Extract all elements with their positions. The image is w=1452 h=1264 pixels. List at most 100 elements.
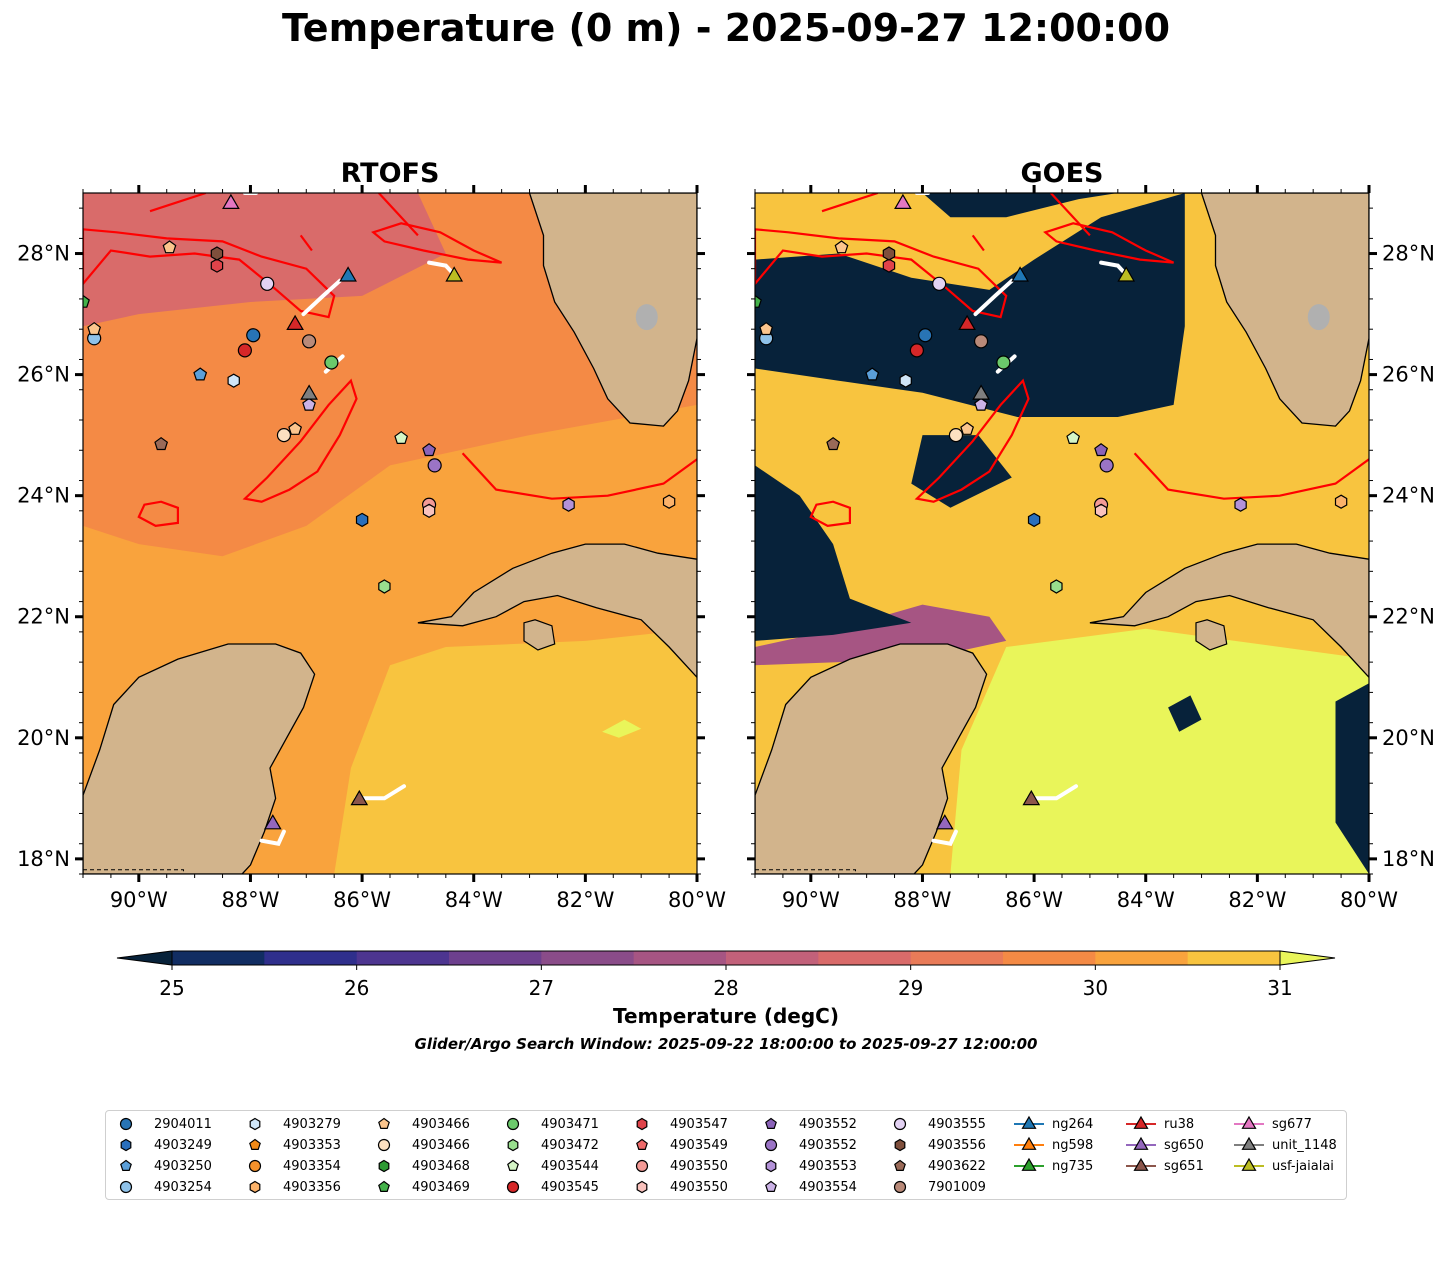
country-border [83,869,184,874]
float-marker-7901009 [301,334,317,349]
legend-label: 4903554 [799,1179,857,1195]
colorbar-tick-label: 29 [898,976,923,1000]
pentagon-marker-icon [636,1138,648,1150]
colorbar-bin [264,951,358,965]
legend-item: 4903622 [888,1156,986,1176]
pentagon-marker-icon [765,1180,777,1192]
lat-tick-label: 24°N [17,484,70,508]
glider-track [1099,260,1126,274]
float-marker-4903472 [1050,579,1063,594]
legend-label: 4903471 [541,1116,599,1132]
float-marker-4903544 [1066,430,1081,444]
float-marker-4903544 [394,430,409,444]
float-marker-4903279 [899,373,912,388]
cuba-land [1089,543,1369,679]
float-marker-2904011 [918,328,933,343]
float-marker-4903469 [755,294,762,308]
float-marker-4903466 [87,321,102,336]
lat-tick-label: 26°N [17,363,70,387]
rtofs-map: 90°W 88°W 86°W 84°W 82°W 80°W 18°N 20°N 22°N 24°N… [17,185,726,912]
float-marker-4903466 [759,321,774,336]
circle-marker-icon [893,1180,907,1194]
legend-item: ng735 [1012,1156,1093,1176]
ocean-band [334,628,697,874]
legend-label: 4903353 [283,1137,341,1153]
float-marker-4903466 [288,421,303,435]
float-marker-4903552 [422,443,437,457]
glider-marker-usf-jaialai [445,266,464,282]
temperature-contour [137,500,179,528]
glider-marker-sg651 [1022,789,1041,806]
float-marker-4903249 [1027,512,1041,528]
colorbar-bin [726,951,819,965]
colorbar-tick-label: 27 [529,976,554,1000]
float-marker-4903547 [882,258,896,273]
hexagon-marker-icon [636,1180,648,1194]
legend-label: 4903544 [541,1158,599,1174]
legend-label: sg651 [1164,1158,1204,1174]
ocean-band [950,628,1369,874]
lon-tick-label: 88°W [221,888,279,912]
glider-marker-sg651 [350,789,369,806]
pentagon-marker-icon [378,1117,390,1129]
legend-item: 7901009 [888,1177,986,1197]
cuba-land [417,543,697,679]
float-marker-4903466 [834,240,849,254]
triangle-line-marker-icon [1234,1115,1264,1129]
float-marker-4903471 [324,355,339,370]
triangle-line-marker-icon [1014,1115,1044,1129]
legend-item: sg650 [1124,1135,1204,1155]
float-marker-4903356 [1334,494,1348,509]
colorbar-label: Temperature (degC) [613,1004,839,1028]
legend-label: 4903354 [283,1158,341,1174]
glider-track [973,278,1014,317]
yucatan-land [755,643,988,874]
legend-item: ng598 [1012,1135,1093,1155]
legend-label: 4903472 [541,1137,599,1153]
lon-tick-label: 84°W [445,888,503,912]
circle-marker-icon [764,1138,778,1152]
float-marker-4903466 [960,421,975,435]
circle-marker-icon [119,1180,133,1194]
triangle-line-marker-icon [1014,1136,1044,1150]
float-marker-4903469 [83,294,90,308]
legend-item: 4903554 [759,1177,857,1197]
float-marker-4903550 [1094,503,1108,518]
circle-marker-icon [893,1117,907,1131]
float-marker-4903622 [154,436,169,451]
cloud-mask [911,435,1012,508]
temperature-contour [461,452,697,500]
legend-item: 4903549 [630,1135,728,1155]
glider-track [301,278,342,317]
legend-item: ng264 [1012,1114,1093,1134]
glider-track [354,784,406,801]
glider-marker-unit_1148 [972,384,990,400]
float-marker-4903547 [210,258,224,273]
florida-land [1062,193,1369,427]
glider-track [931,829,958,846]
ocean-band [83,193,446,327]
goes-map: 90°W 88°W 86°W 84°W 82°W 80°W 18°N 20°N 22°N 24°N… [747,185,1435,912]
lon-tick-label: 80°W [1340,888,1398,912]
lon-tick-label: 90°W [782,888,840,912]
legend-label: usf-jaialai [1272,1158,1334,1174]
glider-marker-ru38 [958,314,976,330]
lat-tick-label: 18°N [17,847,70,871]
legend-item: 4903547 [630,1114,728,1134]
legend-item: 4903550 [630,1177,728,1197]
legend-item: 4903254 [114,1177,212,1197]
lat-tick-label: 22°N [17,605,70,629]
glider-marker-usf-jaialai [1117,266,1136,282]
legend-item: 4903353 [243,1135,341,1155]
legend-item: 4903472 [501,1135,599,1155]
triangle-line-marker-icon [1014,1157,1044,1171]
pentagon-marker-icon [894,1159,906,1171]
temperature-contour [971,234,985,252]
isle-of-youth-land [1195,619,1228,651]
colorbar-extend-low [116,950,173,966]
legend-label: 7901009 [928,1179,986,1195]
hexagon-marker-icon [249,1117,261,1131]
float-marker-4903466 [276,428,292,443]
colorbar-tick-label: 30 [1083,976,1108,1000]
legend-label: 4903553 [799,1158,857,1174]
